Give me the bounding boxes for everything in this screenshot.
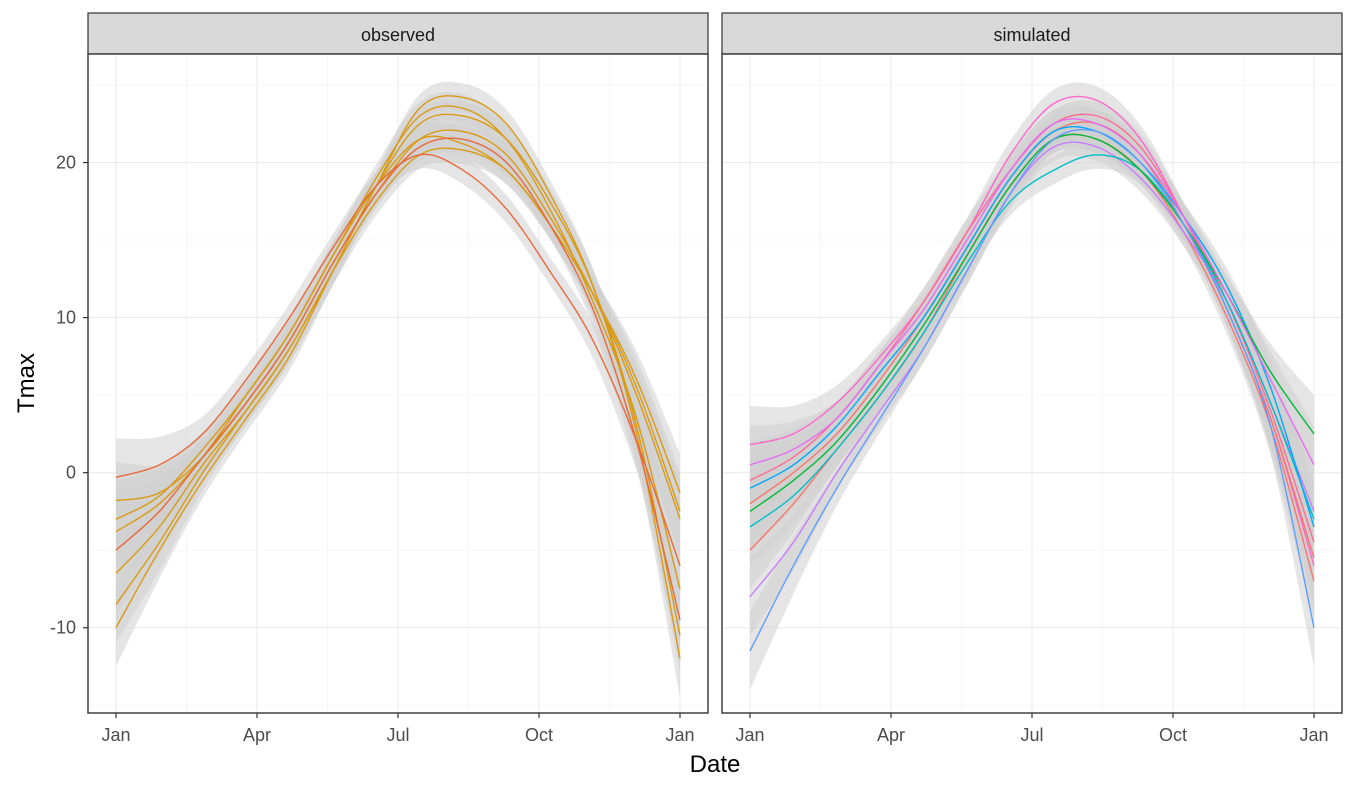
series-line	[115, 105, 681, 590]
panel-observed: observed Jan Apr Jul Oct Jan	[87, 12, 709, 745]
x-tick-label: Jul	[386, 725, 409, 745]
series-line	[749, 118, 1315, 466]
y-axis-title: Tmax	[13, 353, 40, 413]
x-tick-label: Jan	[735, 725, 764, 745]
strip-background-simulated	[721, 12, 1343, 55]
y-tick-label: 20	[56, 153, 76, 173]
panel-simulated: simulated Jan Apr Jul Oct Jan	[721, 12, 1343, 745]
x-tick-label: Jan	[101, 725, 130, 745]
x-axis-observed: Jan Apr Jul Oct Jan	[101, 713, 695, 745]
strip-label-observed: observed	[361, 25, 435, 45]
x-tick-label: Apr	[877, 725, 905, 745]
x-axis-title: Date	[690, 751, 741, 778]
series-line	[115, 135, 681, 520]
series-line	[749, 154, 1315, 528]
y-tick-label: 10	[56, 308, 76, 328]
y-axis: -10 0 10 20	[50, 153, 88, 638]
series-line	[749, 126, 1315, 528]
strip-background-observed	[87, 12, 709, 55]
y-tick-label: 0	[66, 463, 76, 483]
x-tick-label: Apr	[243, 725, 271, 745]
y-tick-label: -10	[50, 618, 76, 638]
series-line	[115, 153, 681, 566]
series-line	[115, 137, 681, 621]
x-tick-label: Jan	[665, 725, 694, 745]
x-axis-simulated: Jan Apr Jul Oct Jan	[735, 713, 1329, 745]
series-lines-observed	[115, 95, 681, 659]
series-lines-simulated	[749, 95, 1315, 652]
confidence-bands-observed	[116, 81, 680, 698]
series-line	[115, 113, 681, 636]
x-tick-label: Oct	[1159, 725, 1187, 745]
series-line	[115, 95, 681, 659]
x-tick-label: Jan	[1299, 725, 1328, 745]
series-line	[749, 128, 1315, 652]
x-tick-label: Oct	[525, 725, 553, 745]
x-tick-label: Jul	[1020, 725, 1043, 745]
strip-label-simulated: simulated	[993, 25, 1070, 45]
confidence-band	[116, 140, 680, 605]
